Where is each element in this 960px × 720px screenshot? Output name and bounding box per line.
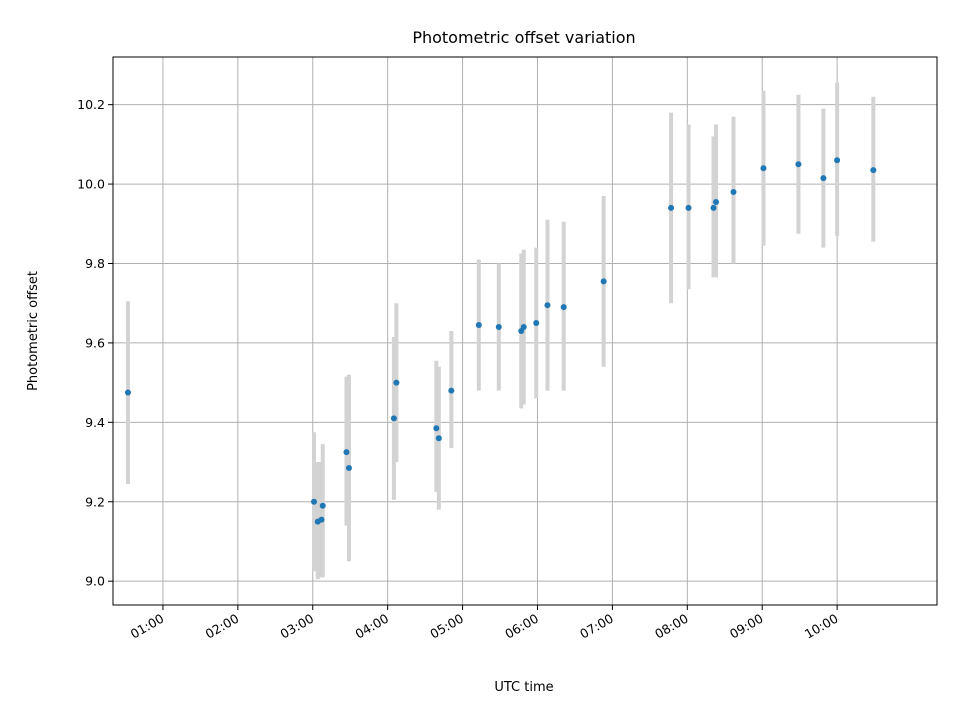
data-point (760, 165, 767, 172)
data-point (710, 204, 717, 211)
data-points (124, 157, 877, 525)
data-point (390, 415, 397, 422)
data-point (345, 465, 352, 471)
x-axis-label: UTC time (494, 680, 553, 695)
y-tick-label: 9.0 (85, 574, 105, 589)
y-tick-label: 9.4 (85, 415, 105, 430)
y-tick-label: 10.0 (77, 177, 105, 192)
data-point (533, 320, 540, 327)
data-point (475, 322, 482, 329)
y-tick-label: 9.2 (85, 494, 105, 509)
data-point (870, 167, 877, 174)
data-point (311, 498, 318, 505)
data-point (544, 302, 551, 309)
data-point (433, 425, 440, 432)
data-point (448, 387, 455, 394)
y-tick-label: 9.8 (85, 256, 105, 271)
y-tick-label: 10.2 (77, 97, 105, 112)
data-point (393, 379, 400, 386)
y-tick-label: 9.6 (85, 335, 105, 350)
y-axis-label: Photometric offset (26, 271, 41, 391)
data-point (520, 324, 527, 331)
data-point (834, 157, 841, 164)
data-point (343, 449, 350, 456)
data-point (685, 204, 692, 211)
data-point (560, 304, 567, 311)
data-point (435, 435, 442, 442)
data-point (820, 175, 827, 182)
data-point (319, 502, 326, 509)
data-point (318, 516, 325, 523)
y-axis: 9.0 9.2 9.4 9.6 9.8 10.0 10.2 (77, 97, 113, 589)
data-point (124, 389, 131, 396)
data-point (668, 204, 675, 211)
data-point (600, 278, 607, 285)
chart-title: Photometric offset variation (412, 28, 635, 47)
data-point (730, 189, 737, 196)
data-point (795, 161, 802, 168)
data-point (713, 198, 720, 205)
data-point (495, 324, 502, 331)
plot-frame (112, 56, 938, 606)
